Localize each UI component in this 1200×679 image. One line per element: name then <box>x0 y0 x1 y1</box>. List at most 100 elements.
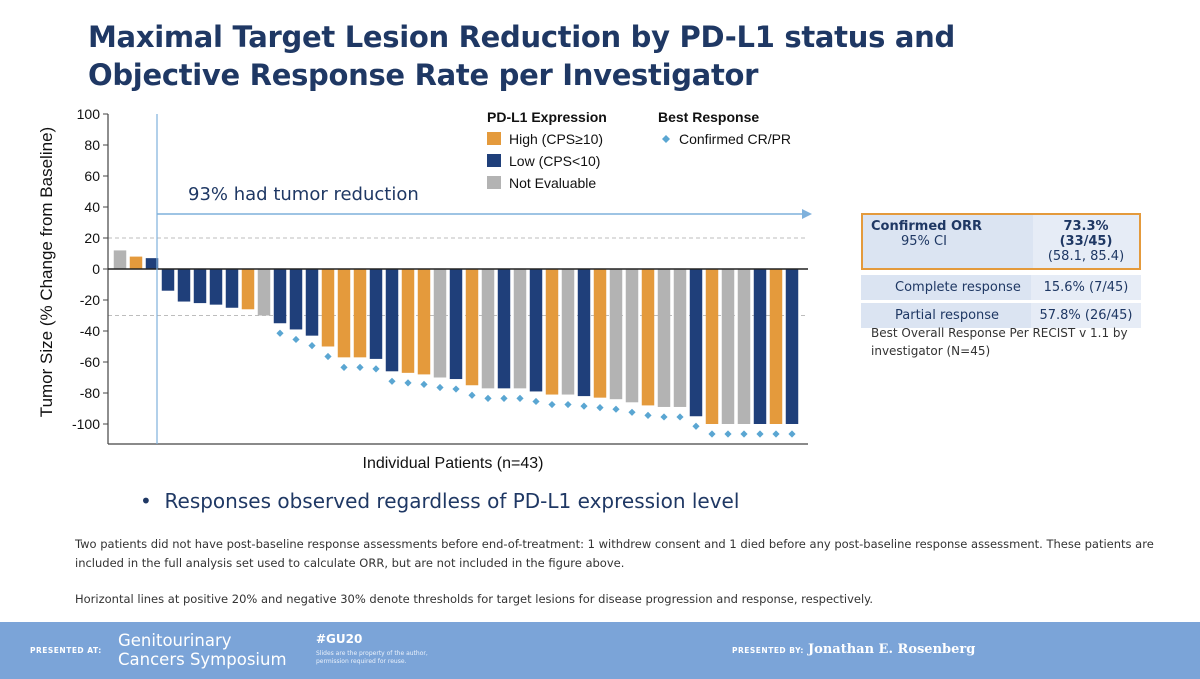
legend-swatch-ne <box>487 176 501 189</box>
bar-patient-33 <box>625 269 639 403</box>
response-marker-30 <box>580 402 588 410</box>
bar-patient-14 <box>321 269 335 347</box>
response-marker-15 <box>340 363 348 371</box>
hashtag: #GU20 <box>316 632 363 646</box>
bar-patient-31 <box>593 269 607 398</box>
y-tick-label: 80 <box>84 137 100 153</box>
bullet-point: • Responses observed regardless of PD-L1… <box>140 489 739 513</box>
response-marker-31 <box>596 404 604 412</box>
bar-patient-10 <box>257 269 271 316</box>
bar-patient-4 <box>161 269 175 291</box>
reduction-arrow-head <box>802 209 812 219</box>
y-tick-label: 40 <box>84 199 100 215</box>
bar-patient-7 <box>209 269 223 305</box>
bar-patient-8 <box>225 269 239 308</box>
y-tick-label: -80 <box>80 385 100 401</box>
orr-complete-row: Complete response 15.6% (7/45) <box>861 275 1141 300</box>
x-axis-label: Individual Patients (n=43) <box>363 455 544 472</box>
response-marker-25 <box>500 394 508 402</box>
bar-patient-43 <box>785 269 799 424</box>
response-marker-34 <box>644 411 652 419</box>
footnote-missing-patients: Two patients did not have post-baseline … <box>75 537 1154 570</box>
orr-complete-label: Complete response <box>895 280 1021 295</box>
response-marker-21 <box>436 383 444 392</box>
presented-at-label: PRESENTED AT: <box>30 646 102 655</box>
response-marker-39 <box>724 430 732 438</box>
bar-patient-2 <box>129 256 143 269</box>
y-tick-label: 0 <box>92 261 100 277</box>
response-marker-20 <box>420 380 428 388</box>
response-marker-40 <box>740 430 748 438</box>
bar-patient-34 <box>641 269 655 406</box>
bar-patient-20 <box>417 269 431 375</box>
bullet-dot: • <box>140 489 165 513</box>
y-tick-label: -40 <box>80 323 100 339</box>
slide-title: Maximal Target Lesion Reduction by PD-L1… <box>88 20 955 92</box>
legend-swatch-high <box>487 132 501 145</box>
y-tick-label: 20 <box>84 230 100 246</box>
bar-patient-38 <box>705 269 719 424</box>
bar-patient-24 <box>481 269 495 389</box>
bar-patient-27 <box>529 269 543 392</box>
response-marker-36 <box>676 413 684 421</box>
meeting-logo-text: Genitourinary Cancers Symposium <box>118 631 287 669</box>
bar-patient-39 <box>721 269 735 424</box>
orr-partial-value: 57.8% (26/45) <box>1031 303 1141 328</box>
orr-table: Confirmed ORR 95% CI 73.3% (33/45) (58.1… <box>861 213 1141 331</box>
response-marker-29 <box>564 400 572 409</box>
response-marker-42 <box>772 430 780 438</box>
response-marker-19 <box>404 379 412 387</box>
y-tick-label: -20 <box>80 292 100 308</box>
bar-patient-22 <box>449 269 463 380</box>
bar-patient-26 <box>513 269 527 389</box>
y-tick-label: -60 <box>80 354 100 370</box>
bar-patient-35 <box>657 269 671 407</box>
response-marker-16 <box>356 363 364 371</box>
legend-response-label: Confirmed CR/PR <box>679 131 791 147</box>
response-marker-37 <box>692 422 700 430</box>
bullet-text: Responses observed regardless of PD-L1 e… <box>164 489 740 513</box>
response-marker-27 <box>532 397 540 406</box>
tumor-reduction-annotation: 93% had tumor reduction <box>188 184 419 205</box>
bar-patient-16 <box>353 269 367 358</box>
orr-note: Best Overall Response Per RECIST v 1.1 b… <box>871 326 1128 358</box>
bar-patient-1 <box>113 250 127 269</box>
legend-swatch-low <box>487 154 501 167</box>
bar-patient-40 <box>737 269 751 424</box>
response-marker-17 <box>372 365 380 373</box>
legend-response-title: Best Response <box>658 109 759 125</box>
bar-patient-5 <box>177 269 191 302</box>
response-marker-13 <box>308 342 316 350</box>
bar-patient-36 <box>673 269 687 407</box>
legend-pdl1-title: PD-L1 Expression <box>487 109 607 125</box>
orr-partial-row: Partial response 57.8% (26/45) <box>861 303 1141 328</box>
y-axis-label: Tumor Size (% Change from Baseline) <box>37 127 56 417</box>
response-marker-28 <box>548 400 556 409</box>
meeting-line-2: Cancers Symposium <box>118 650 287 669</box>
bar-patient-3 <box>145 258 159 269</box>
y-tick-label: 100 <box>77 106 101 122</box>
response-marker-35 <box>660 413 668 421</box>
bar-patient-41 <box>753 269 767 424</box>
orr-ci-label: 95% CI <box>901 234 947 249</box>
response-marker-43 <box>788 430 796 438</box>
bar-patient-9 <box>241 269 255 310</box>
orr-complete-value: 15.6% (7/45) <box>1031 275 1141 300</box>
orr-confirmed-value: 73.3% (33/45) <box>1059 219 1113 249</box>
bar-patient-13 <box>305 269 319 336</box>
response-marker-32 <box>612 405 620 413</box>
bar-patient-21 <box>433 269 447 378</box>
presented-by-label: PRESENTED BY: <box>732 646 804 655</box>
legend-label-low: Low (CPS<10) <box>509 153 600 169</box>
footer-bar: PRESENTED AT: Genitourinary Cancers Symp… <box>0 622 1200 679</box>
legend-label-high: High (CPS≥10) <box>509 131 603 147</box>
bar-patient-23 <box>465 269 479 386</box>
response-marker-33 <box>628 408 636 416</box>
response-marker-41 <box>756 430 764 438</box>
response-marker-24 <box>484 394 492 402</box>
y-tick-label: -100 <box>72 416 100 432</box>
response-marker-12 <box>292 335 300 344</box>
bar-patient-19 <box>401 269 415 373</box>
response-marker-38 <box>708 430 716 438</box>
